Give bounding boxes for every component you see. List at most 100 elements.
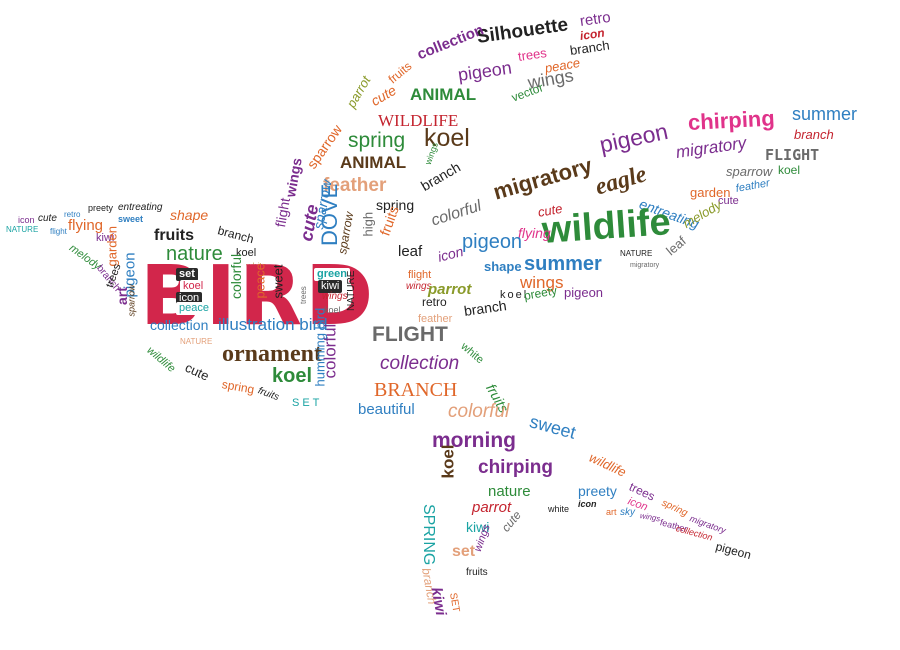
word-migratory-3: migratory (630, 262, 660, 269)
word-melody: melody (680, 197, 725, 231)
word-colorful: colorful (429, 197, 484, 230)
word-humming-bird: humming bird (312, 307, 328, 387)
word-feather: feather (323, 175, 387, 196)
word-vector: vector (509, 80, 546, 105)
word-wildlife: wildlife (540, 201, 672, 252)
word-pigeon: pigeon (456, 57, 513, 85)
word-migratory-2: migratory (490, 152, 595, 205)
word-flight-2: FLIGHT (765, 146, 820, 164)
word-pigeon-4: pigeon (564, 285, 604, 300)
word-nature-3: nature (166, 243, 223, 265)
word-koel-2: koel (778, 163, 801, 177)
word-ornament: ornament (222, 341, 322, 367)
word-pigeon-3: pigeon (462, 231, 523, 253)
word-fruits-3: fruits (154, 227, 194, 244)
word-preety-3: preety (578, 483, 617, 499)
word-flight-5: FLIGHT (372, 323, 448, 346)
word-fruits-5: fruits (256, 385, 281, 404)
word-collection-2: collection (150, 317, 209, 333)
word-retro-2: retro (64, 210, 81, 219)
word-icon-2: icon (436, 243, 465, 265)
word-cute: cute (368, 81, 399, 109)
word-fruits-6: fruits (466, 567, 488, 578)
word-garden: garden (104, 226, 120, 267)
word-sweet: sweet (118, 214, 144, 224)
word-peace-2: peace (252, 263, 268, 299)
word-flying-2: flying (68, 217, 104, 234)
word-animal-2: ANIMAL (340, 153, 407, 172)
word-collection: collection (414, 21, 487, 64)
word-sparrow-4: sparrow (726, 164, 773, 179)
word-parrot-2: parrot (428, 281, 472, 298)
word-trees-2: trees (299, 286, 308, 304)
word-kiwi-inset: kiwi (318, 280, 343, 293)
word-shape: shape (484, 259, 522, 274)
word-feather-2: feather (734, 177, 771, 195)
word-white: white (246, 261, 268, 271)
word-koel: koel (424, 124, 470, 152)
word-spring-5: spring (659, 497, 690, 520)
word-icon-5: icon (578, 499, 597, 509)
word-high: high (360, 211, 376, 237)
word-wildlife-caps: WILDLIFE (378, 111, 459, 130)
word-nature: NATURE (620, 249, 653, 258)
word-chirping-2: chirping (478, 457, 553, 478)
word-flight-4: flight (408, 269, 432, 281)
word-pigeon-2: pigeon (597, 117, 671, 158)
word-flight: flight (272, 196, 294, 229)
word-wings-5: wings (322, 291, 348, 302)
word-cute-5: cute (38, 213, 57, 224)
word-illustration-bird: illustration bird (218, 315, 328, 334)
word-summer: summer (792, 104, 858, 124)
word-morning: morning (432, 429, 516, 452)
word-entreating-2: entreating (118, 202, 163, 213)
word-branch-7: BRANCH (374, 379, 458, 401)
word-koel-4: koel (236, 247, 257, 259)
word-peace-inset: peace (176, 302, 212, 315)
word-cute-3: cute (718, 195, 739, 207)
word-sky: sky (620, 507, 635, 518)
word-nature-2: NATURE (6, 225, 39, 234)
word-cute-6: cute (182, 359, 212, 384)
word-art-2: art (606, 507, 617, 517)
word-flight-3: flight (50, 227, 67, 236)
word-nature-6: nature (488, 483, 531, 500)
word-sparrow-5: sparrow (126, 284, 137, 317)
word-spring-3: spring (220, 377, 256, 397)
word-summer-2: summer (524, 253, 602, 275)
word-koel-7: koel (438, 444, 458, 479)
word-spring-2: spring (376, 197, 415, 213)
word-parrot: parrot (343, 73, 374, 111)
word-colorful-2: colorful (228, 253, 244, 299)
word-wildlife-3: wildlife (586, 449, 629, 480)
word-set-3: set (452, 543, 476, 560)
word-wings-3: wings (282, 156, 305, 199)
word-koel-5: koel (324, 305, 341, 315)
word-leaf: leaf (398, 243, 423, 260)
word-chirping: chirping (687, 105, 776, 135)
word-garden: garden (690, 185, 731, 200)
word-koel-6: koel (272, 365, 313, 387)
word-nature-4: NATURE (346, 270, 357, 311)
word-branch-4: branch (462, 297, 508, 319)
word-branch-3: branch (794, 127, 834, 142)
word-branch: branch (568, 37, 611, 58)
word-set-4: SET (447, 591, 462, 614)
word-white-3: white (548, 504, 570, 514)
word-spring-4: SPRING (420, 504, 437, 566)
word-beautiful: beautiful (358, 401, 415, 418)
word-icon-inset: icon (176, 292, 203, 305)
word-set-2: SET (292, 397, 323, 409)
word-koel-inset: koel (180, 280, 207, 293)
word-migratory: migratory (674, 133, 748, 162)
word-wings-4: wings (520, 273, 564, 292)
word-nature-5: NATURE (180, 337, 213, 346)
word-koel-3: koel (500, 289, 529, 301)
word-sweet-2: sweet (270, 264, 286, 299)
word-eagle: eagle (592, 161, 650, 201)
word-green-inset: green (314, 268, 350, 281)
word-preety-2: preety (88, 203, 114, 213)
word-wings-6: wings (406, 281, 432, 292)
word-sweet-3: sweet (527, 411, 579, 443)
